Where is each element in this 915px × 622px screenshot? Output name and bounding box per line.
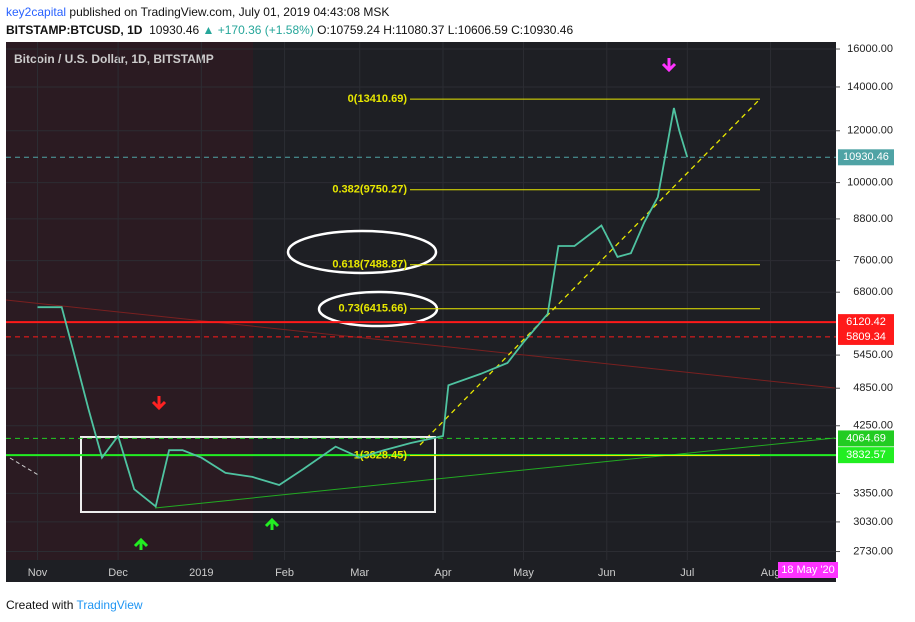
symbol: BITSTAMP:BTCUSD, 1D: [6, 23, 143, 37]
y-tick-label: 10000.00: [847, 176, 893, 188]
brand: TradingView: [76, 598, 143, 612]
fib-label: 0(13410.69): [348, 93, 408, 105]
price-axis-bg: [836, 42, 915, 582]
price-tag: [838, 447, 894, 464]
y-tick-label: 14000.00: [847, 81, 893, 93]
price-line-series: [37, 107, 689, 508]
arrow-down: [151, 396, 167, 411]
shaded-region: [6, 42, 253, 560]
published: published on TradingView.com, July 01, 2…: [69, 5, 390, 19]
range-box: [80, 436, 436, 513]
fib-label: 0.73(6415.66): [339, 303, 408, 315]
fib-label: 0.382(9750.27): [332, 184, 407, 196]
price-tag: [838, 430, 894, 447]
x-tick-label: Apr: [434, 567, 451, 579]
highlight-ellipse: [286, 229, 438, 275]
price-tag: [838, 314, 894, 331]
chart: Bitcoin / U.S. Dollar, 1D, BITSTAMP 2730…: [5, 42, 915, 582]
last: 10930.46: [149, 23, 200, 37]
price-tag-label: 6120.42: [846, 316, 886, 328]
y-tick-label: 3350.00: [853, 487, 893, 499]
y-tick-label: 6800.00: [853, 286, 893, 298]
x-tick-label: 2019: [189, 567, 213, 579]
y-tick-label: 5450.00: [853, 349, 893, 361]
x-tick-label: Jul: [680, 567, 694, 579]
fib-label: 0.618(7488.87): [332, 259, 407, 271]
drawings: [5, 58, 836, 550]
arrow-up: [264, 517, 280, 530]
publisher: key2capital: [6, 5, 67, 19]
x-tick-label: May: [513, 567, 534, 579]
fib-label: 1(3828.45): [354, 449, 408, 461]
trend-line: [9, 457, 41, 477]
x-tick-label: Mar: [350, 567, 369, 579]
y-tick-label: 4250.00: [853, 420, 893, 432]
date-tag: [778, 562, 838, 578]
y-tick-label: 12000.00: [847, 125, 893, 137]
chart-title: Bitcoin / U.S. Dollar, 1D, BITSTAMP: [14, 52, 214, 66]
price-tag-label: 10930.46: [843, 151, 889, 163]
footer: Created with TradingView: [6, 598, 143, 612]
y-tick-label: 3030.00: [853, 516, 893, 528]
y-tick-label: 7600.00: [853, 254, 893, 266]
x-tick-label: Nov: [28, 567, 48, 579]
price-tag: [838, 149, 894, 166]
x-tick-label: Aug: [761, 567, 781, 579]
date-tag-label: 18 May '20: [781, 564, 834, 576]
price-tag-label: 4064.69: [846, 432, 886, 444]
price-tag: [838, 328, 894, 345]
y-tick-label: 2730.00: [853, 545, 893, 557]
price-tag-label: 5809.34: [846, 331, 886, 343]
ohlc: O:10759.24 H:11080.37 L:10606.59 C:10930…: [317, 23, 574, 37]
trend-line: [154, 437, 836, 509]
created: Created with: [6, 598, 74, 612]
x-tick-label: Dec: [108, 567, 128, 579]
arrow-down: [661, 58, 677, 73]
y-tick-label: 16000.00: [847, 43, 893, 55]
time-axis-bg: [6, 560, 836, 582]
header-line: key2capital published on TradingView.com…: [6, 5, 389, 19]
x-tick-label: Jun: [598, 567, 616, 579]
change: ▲ +170.36 (+1.58%): [202, 23, 314, 37]
x-tick-label: Feb: [275, 567, 294, 579]
symbol-line: BITSTAMP:BTCUSD, 1D 10930.46 ▲ +170.36 (…: [6, 23, 573, 37]
y-tick-label: 4850.00: [853, 382, 893, 394]
arrow-up: [133, 537, 149, 550]
trend-line: [5, 299, 836, 389]
price-tag-label: 3832.57: [846, 449, 886, 461]
y-tick-label: 8800.00: [853, 213, 893, 225]
